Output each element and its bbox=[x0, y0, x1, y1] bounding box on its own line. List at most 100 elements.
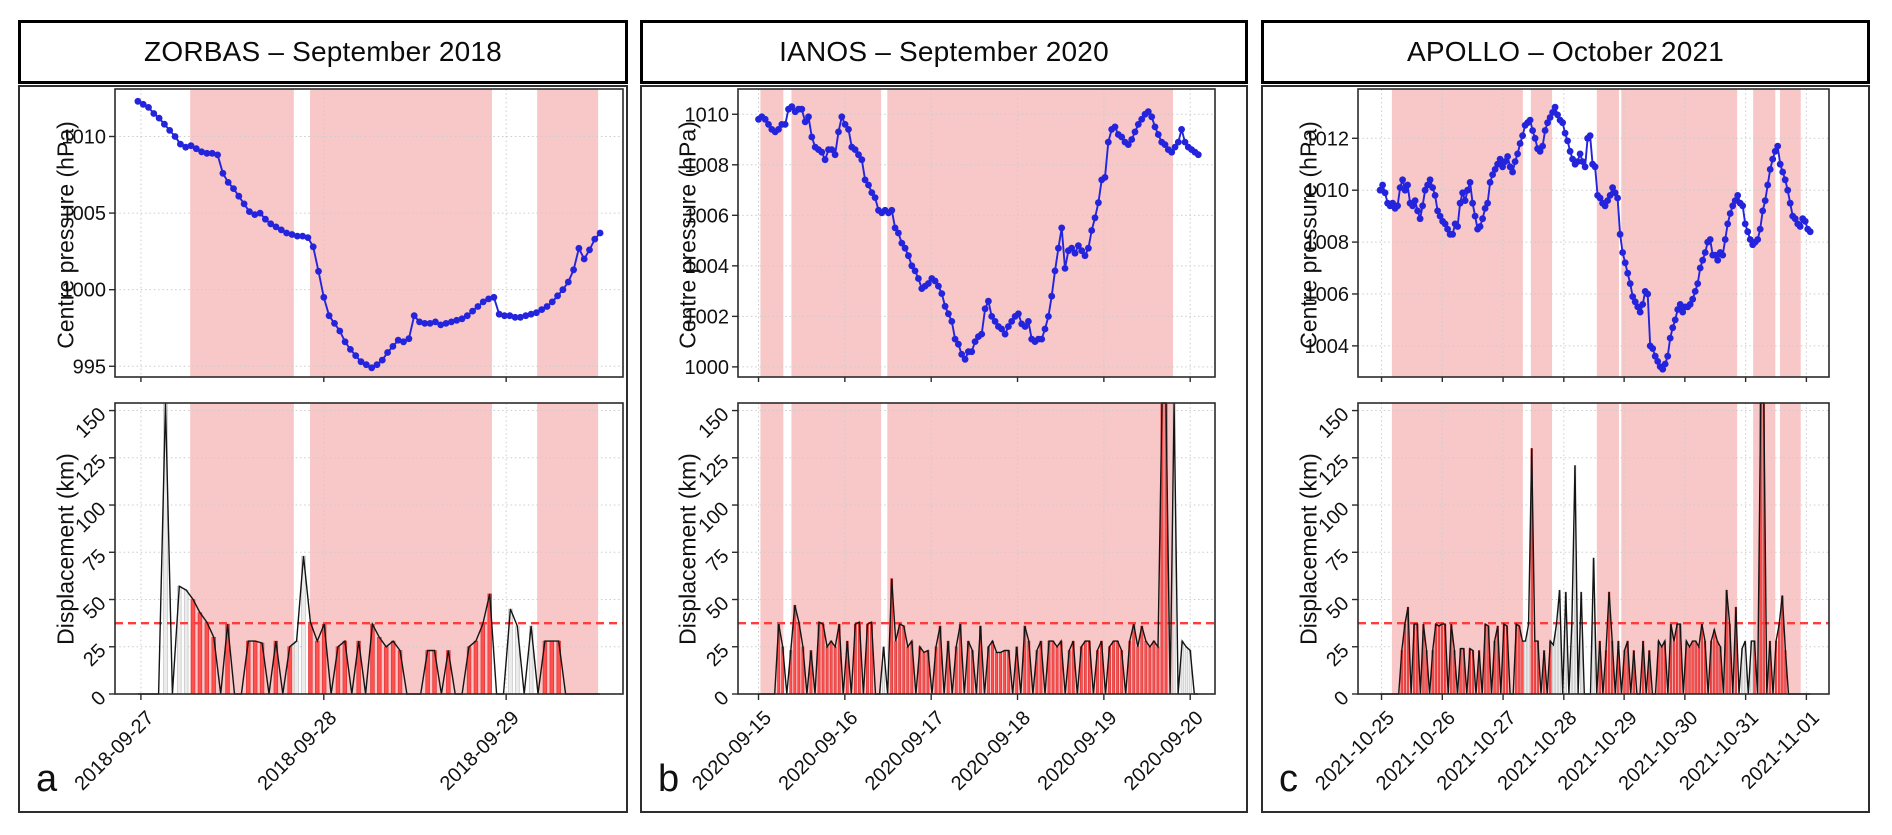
pressure-marker bbox=[1554, 111, 1561, 119]
pressure-marker bbox=[1068, 244, 1076, 252]
pressure-marker bbox=[1444, 225, 1451, 233]
pressure-marker bbox=[898, 239, 906, 247]
pressure-marker bbox=[1779, 168, 1787, 176]
pressure-marker bbox=[1626, 280, 1634, 287]
pressure-marker bbox=[865, 181, 872, 189]
pressure-marker bbox=[1124, 141, 1132, 148]
displacement-bar bbox=[1440, 623, 1444, 695]
displacement-bar bbox=[1518, 625, 1521, 695]
pressure-marker bbox=[384, 349, 391, 356]
pressure-marker bbox=[596, 229, 604, 237]
pressure-marker bbox=[272, 223, 280, 231]
pressure-marker bbox=[821, 156, 829, 164]
pressure-marker bbox=[1414, 207, 1421, 215]
date-tick-label: 2020-09-20 bbox=[1120, 707, 1208, 795]
pressure-plot-frame bbox=[114, 88, 624, 378]
pressure-marker bbox=[1021, 323, 1029, 330]
pressure-marker bbox=[831, 151, 839, 159]
pressure-marker bbox=[1489, 171, 1496, 178]
storm-window-shading bbox=[1780, 403, 1801, 694]
pressure-marker bbox=[554, 292, 561, 300]
pressure-marker bbox=[1459, 189, 1466, 197]
pressure-marker bbox=[463, 312, 471, 320]
displacement-bar bbox=[898, 623, 902, 695]
pressure-marker bbox=[1154, 131, 1162, 138]
pressure-marker bbox=[1431, 192, 1439, 199]
pressure-marker bbox=[801, 118, 809, 126]
displacement-bar bbox=[922, 652, 926, 695]
date-tick-label: 2020-09-15 bbox=[688, 707, 776, 795]
pressure-marker bbox=[1381, 189, 1389, 197]
pressure-marker bbox=[362, 361, 370, 369]
pressure-marker bbox=[1666, 334, 1674, 342]
pressure-marker bbox=[1674, 306, 1682, 313]
pressure-marker bbox=[543, 303, 551, 310]
pressure-marker bbox=[1379, 181, 1386, 189]
pressure-marker bbox=[1486, 179, 1494, 186]
pressure-marker bbox=[1561, 129, 1569, 137]
panel-letter-b: b bbox=[658, 758, 680, 800]
pressure-marker bbox=[1671, 316, 1679, 324]
pressure-marker bbox=[1501, 158, 1509, 165]
pressure-marker bbox=[230, 185, 237, 192]
pressure-marker bbox=[1075, 242, 1082, 250]
pressure-marker bbox=[1001, 330, 1009, 338]
pressure-marker bbox=[1396, 184, 1404, 191]
pressure-marker bbox=[283, 229, 290, 237]
pressure-marker bbox=[1509, 168, 1516, 176]
displacement-bar bbox=[1055, 646, 1059, 695]
pressure-marker bbox=[1441, 220, 1449, 228]
pressure-marker bbox=[586, 246, 593, 254]
pressure-marker bbox=[1784, 186, 1792, 194]
pressure-marker bbox=[575, 244, 583, 252]
pressure-marker bbox=[559, 286, 567, 294]
pressure-marker bbox=[1541, 127, 1549, 134]
pressure-marker bbox=[1669, 324, 1677, 332]
displacement-bar bbox=[308, 621, 313, 695]
pressure-marker bbox=[1118, 133, 1126, 141]
pressure-marker bbox=[1609, 184, 1616, 191]
pressure-marker bbox=[1469, 199, 1476, 207]
storm-window-shading bbox=[1391, 89, 1523, 377]
pressure-marker bbox=[267, 220, 275, 228]
pressure-marker bbox=[1511, 158, 1519, 165]
pressure-marker bbox=[262, 215, 269, 223]
displacement-bar bbox=[377, 636, 382, 695]
displacement-tick-label: 150 bbox=[694, 404, 733, 443]
pressure-marker bbox=[855, 151, 862, 159]
pressure-marker bbox=[522, 312, 530, 320]
panel-ianos-title-box: IANOS – September 2020 bbox=[640, 20, 1248, 84]
pressure-marker bbox=[1411, 197, 1419, 204]
pressure-marker bbox=[1491, 166, 1499, 173]
displacement-tick-label: 25 bbox=[1322, 640, 1353, 671]
pressure-marker bbox=[1796, 223, 1804, 230]
pressure-marker bbox=[469, 307, 476, 315]
pressure-marker bbox=[426, 320, 434, 327]
pressure-marker bbox=[293, 232, 301, 240]
pressure-marker bbox=[394, 336, 402, 344]
pressure-marker bbox=[458, 315, 466, 323]
pressure-tick-label: 1006 bbox=[1305, 284, 1350, 306]
pressure-marker bbox=[1654, 358, 1662, 365]
pressure-marker bbox=[299, 232, 306, 240]
pressure-marker bbox=[991, 318, 999, 325]
pressure-marker bbox=[828, 146, 836, 153]
pressure-tick-label: 1012 bbox=[1305, 128, 1350, 150]
pressure-marker bbox=[1516, 140, 1524, 147]
displacement-bar bbox=[1132, 623, 1136, 695]
displacement-line bbox=[758, 402, 1199, 695]
pressure-marker bbox=[1005, 323, 1012, 330]
storm-window-shading bbox=[760, 403, 784, 694]
pressure-marker bbox=[905, 252, 912, 260]
pressure-marker bbox=[1454, 223, 1461, 230]
pressure-marker bbox=[320, 293, 328, 301]
storm-window-shading bbox=[1621, 89, 1738, 377]
displacement-tick-label: 50 bbox=[702, 592, 733, 623]
pressure-marker bbox=[527, 310, 535, 318]
pressure-marker bbox=[1769, 155, 1777, 163]
panel-apollo-title: APOLLO – October 2021 bbox=[1406, 36, 1725, 67]
pressure-marker bbox=[1168, 148, 1176, 156]
pressure-y-axis-label: Centre pressure (hPa) bbox=[52, 121, 79, 349]
pressure-tick-label: 1000 bbox=[62, 280, 107, 302]
pressure-tick-label: 1006 bbox=[685, 205, 730, 227]
